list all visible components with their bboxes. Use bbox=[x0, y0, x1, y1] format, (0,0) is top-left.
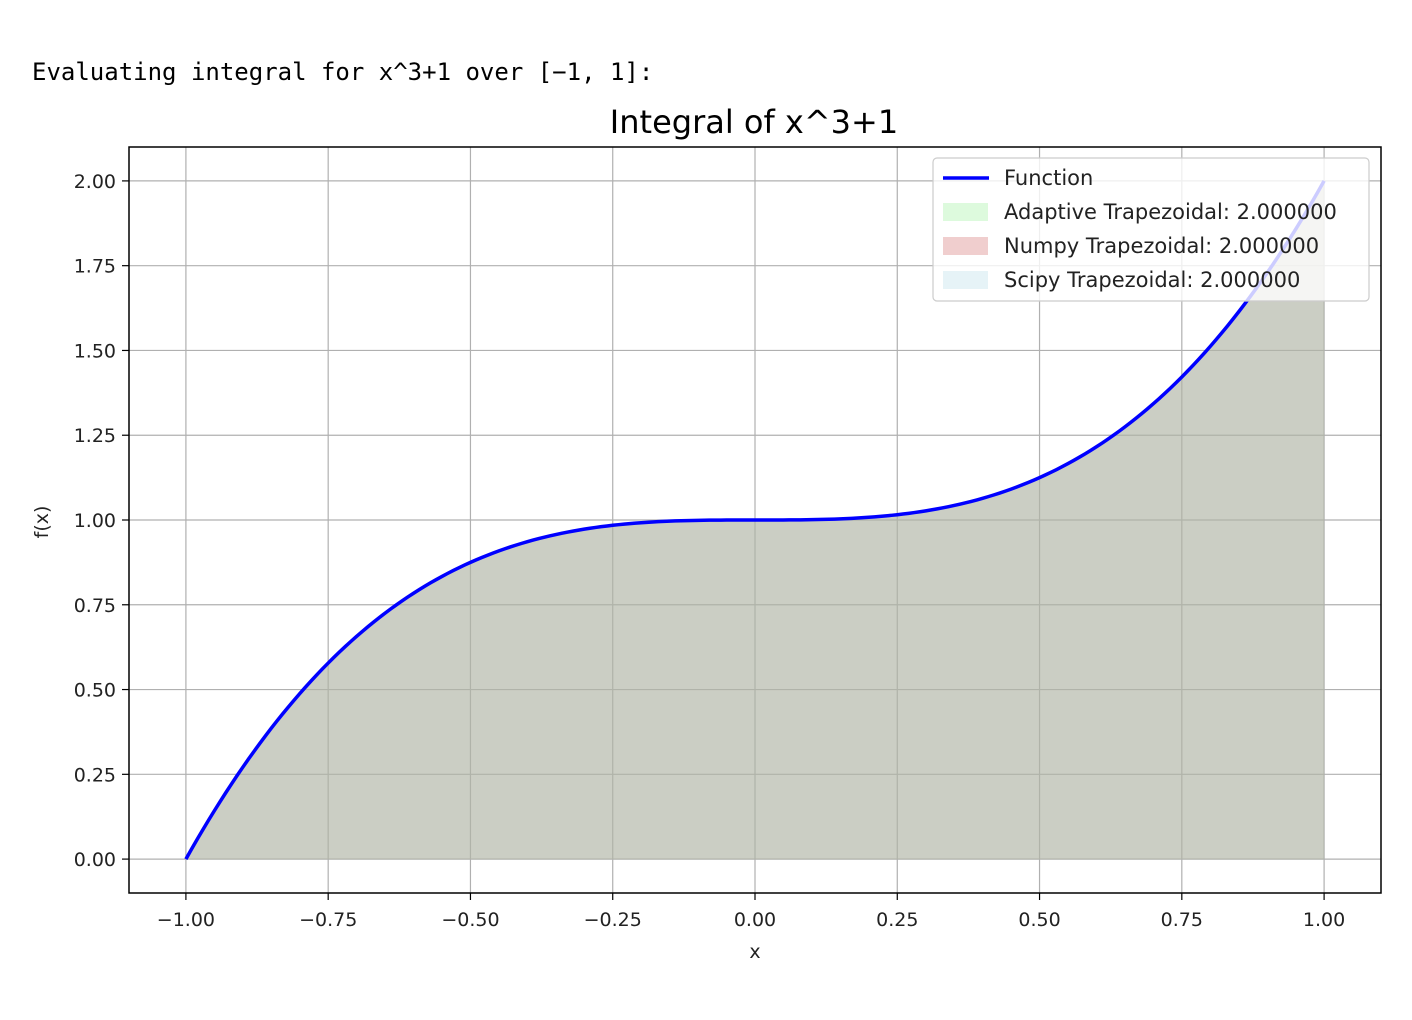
x-tick-label: −0.25 bbox=[584, 909, 642, 931]
legend-label: Function bbox=[1004, 166, 1093, 190]
x-tick-label: 0.75 bbox=[1161, 909, 1203, 931]
series-lines bbox=[184, 180, 1326, 860]
x-tick-label: 0.25 bbox=[876, 909, 918, 931]
x-tick-label: 0.50 bbox=[1018, 909, 1060, 931]
y-tick-label: 1.50 bbox=[74, 340, 116, 362]
legend-label: Adaptive Trapezoidal: 2.000000 bbox=[1004, 200, 1337, 224]
series-line-function bbox=[184, 180, 1326, 860]
y-ticks: 0.00 0.25 0.50 0.75 1.00 1.25 1.50 1.75 2.00 bbox=[74, 171, 129, 871]
x-tick-label: −1.00 bbox=[157, 909, 215, 931]
y-tick-label: 0.25 bbox=[74, 764, 116, 786]
x-tick-label: −0.50 bbox=[441, 909, 499, 931]
y-tick-label: 1.00 bbox=[74, 510, 116, 532]
x-tick-label: −0.75 bbox=[299, 909, 357, 931]
legend-box bbox=[932, 157, 1370, 302]
legend-fill-swatch bbox=[943, 271, 988, 289]
legend-label: Numpy Trapezoidal: 2.000000 bbox=[1004, 234, 1319, 258]
legend-fill-swatch bbox=[943, 237, 988, 255]
y-tick-label: 1.75 bbox=[74, 256, 116, 278]
legend-fill-swatch bbox=[943, 203, 988, 221]
chart-title: Integral of x^3+1 bbox=[610, 103, 898, 141]
x-axis-label: x bbox=[749, 941, 760, 963]
y-tick-label: 1.25 bbox=[74, 425, 116, 447]
legend-label: Scipy Trapezoidal: 2.000000 bbox=[1004, 268, 1300, 292]
x-tick-label: 0.00 bbox=[734, 909, 776, 931]
y-tick-label: 0.75 bbox=[74, 595, 116, 617]
y-axis-label: f(x) bbox=[31, 506, 53, 539]
output-text: Evaluating integral for x^3+1 over [−1, … bbox=[32, 58, 654, 86]
y-tick-label: 0.50 bbox=[74, 680, 116, 702]
x-ticks: −1.00 −0.75 −0.50 −0.25 0.00 0.25 0.50 0.75 1.00 bbox=[157, 893, 1345, 931]
legend: Function Adaptive Trapezoidal: 2.000000 Nu… bbox=[932, 157, 1370, 302]
x-tick-label: 1.00 bbox=[1303, 909, 1345, 931]
y-tick-label: 2.00 bbox=[74, 171, 116, 193]
y-tick-label: 0.00 bbox=[74, 849, 116, 871]
